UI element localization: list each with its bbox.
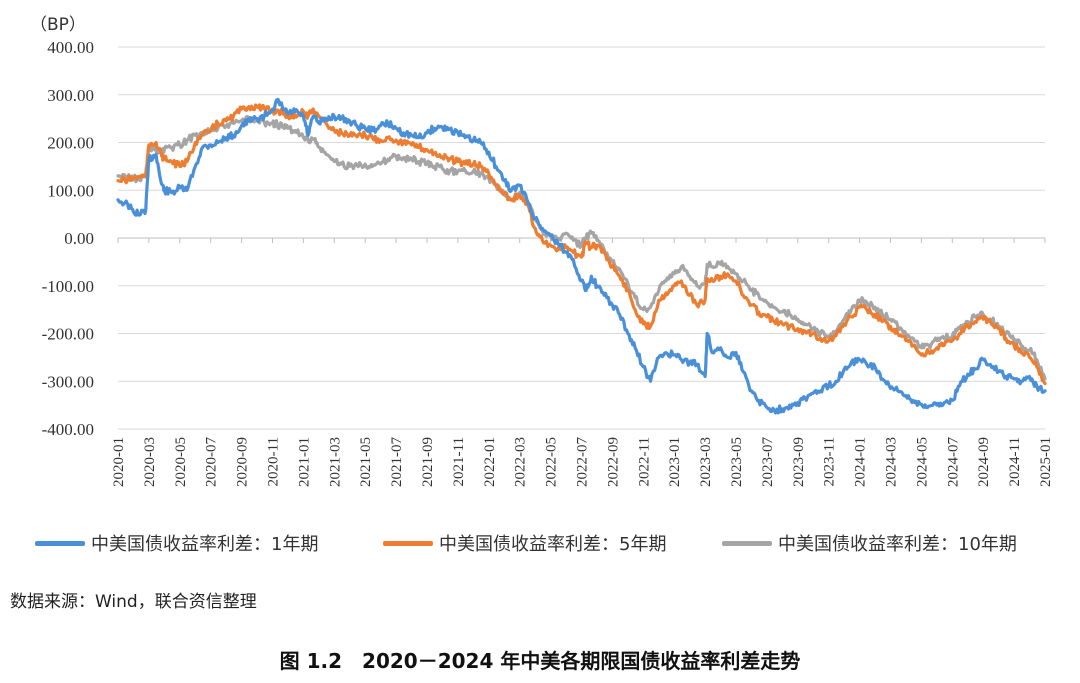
legend-label-10y: 中美国债收益率利差：10年期 [778,534,1017,555]
x-tick-label: 2024-03 [884,437,900,487]
legend: 中美国债收益率利差：1年期 中美国债收益率利差：5年期 中美国债收益率利差：10… [0,528,1080,558]
y-tick-label: 400.00 [47,38,94,57]
x-tick-label: 2024-05 [914,437,930,487]
y-axis-ticks: 400.00 300.00 200.00 100.00 0.00 -100.00 -200.… [42,38,94,439]
x-tick-label: 2023-05 [729,437,745,487]
x-tick-label: 2022-11 [636,437,652,486]
legend-item-5y: 中美国债收益率利差：5年期 [383,528,666,558]
x-tick-label: 2023-01 [667,437,683,487]
x-tick-label: 2025-01 [1038,437,1054,487]
legend-label-1y: 中美国债收益率利差：1年期 [91,534,319,555]
x-tick-label: 2024-09 [976,437,992,487]
x-tick-label: 2021-03 [327,437,343,487]
legend-item-1y: 中美国债收益率利差：1年期 [35,528,318,558]
y-tick-label: -400.00 [42,420,94,439]
x-tick-label: 2024-01 [853,437,869,487]
x-tick-label: 2023-07 [760,437,776,487]
x-tick-label: 2023-11 [822,437,838,486]
x-tick-label: 2021-07 [389,437,405,487]
y-tick-label: 300.00 [47,86,94,105]
x-tick-label: 2023-09 [791,437,807,487]
legend-item-10y: 中美国债收益率利差：10年期 [722,528,1017,558]
series-lines [116,97,1047,415]
x-tick-label: 2021-05 [358,437,374,487]
x-axis-ticks: 2020-01 2020-03 2020-05 2020-07 2020-09 2020-… [111,437,1054,487]
figure-caption: 图 1.2 2020－2024 年中美各期限国债收益率利差走势 [279,649,801,673]
y-tick-label: -300.00 [42,372,94,391]
legend-swatch-10y [722,540,772,546]
x-tick-label: 2020-07 [204,437,220,487]
x-tick-label: 2022-03 [513,437,529,487]
y-tick-label: -200.00 [42,325,94,344]
y-tick-label: 0.00 [64,229,94,248]
legend-swatch-1y [35,540,85,546]
x-tick-label: 2020-01 [111,437,127,487]
series-line-10y [116,115,1047,381]
x-tick-label: 2023-03 [698,437,714,487]
x-tick-label: 2022-09 [605,437,621,487]
data-source-note: 数据来源：Wind，联合资信整理 [10,592,257,612]
x-tick-label: 2021-01 [296,437,312,487]
series-line-1y [116,97,1047,415]
x-tick-label: 2021-11 [451,437,467,486]
x-tick-label: 2020-05 [173,437,189,487]
x-tick-label: 2024-11 [1007,437,1023,486]
x-tick-label: 2020-03 [142,437,158,487]
y-axis-unit-label: （BP） [30,15,86,35]
y-tick-label: 200.00 [47,134,94,153]
x-tick-label: 2022-05 [544,437,560,487]
legend-swatch-5y [383,540,433,546]
y-tick-label: 100.00 [47,181,94,200]
line-chart: 400.00 300.00 200.00 100.00 0.00 -100.00 -200.… [30,15,1054,487]
x-tick-label: 2022-01 [482,437,498,487]
y-tick-label: -100.00 [42,277,94,296]
x-tick-label: 2022-07 [575,437,591,487]
x-tick-label: 2024-07 [945,437,961,487]
legend-label-5y: 中美国债收益率利差：5年期 [439,534,667,555]
x-tick-label: 2020-11 [266,437,282,486]
x-tick-label: 2021-09 [420,437,436,487]
series-line-5y [116,103,1047,386]
x-tick-label: 2020-09 [235,437,251,487]
x-axis [117,238,1046,243]
